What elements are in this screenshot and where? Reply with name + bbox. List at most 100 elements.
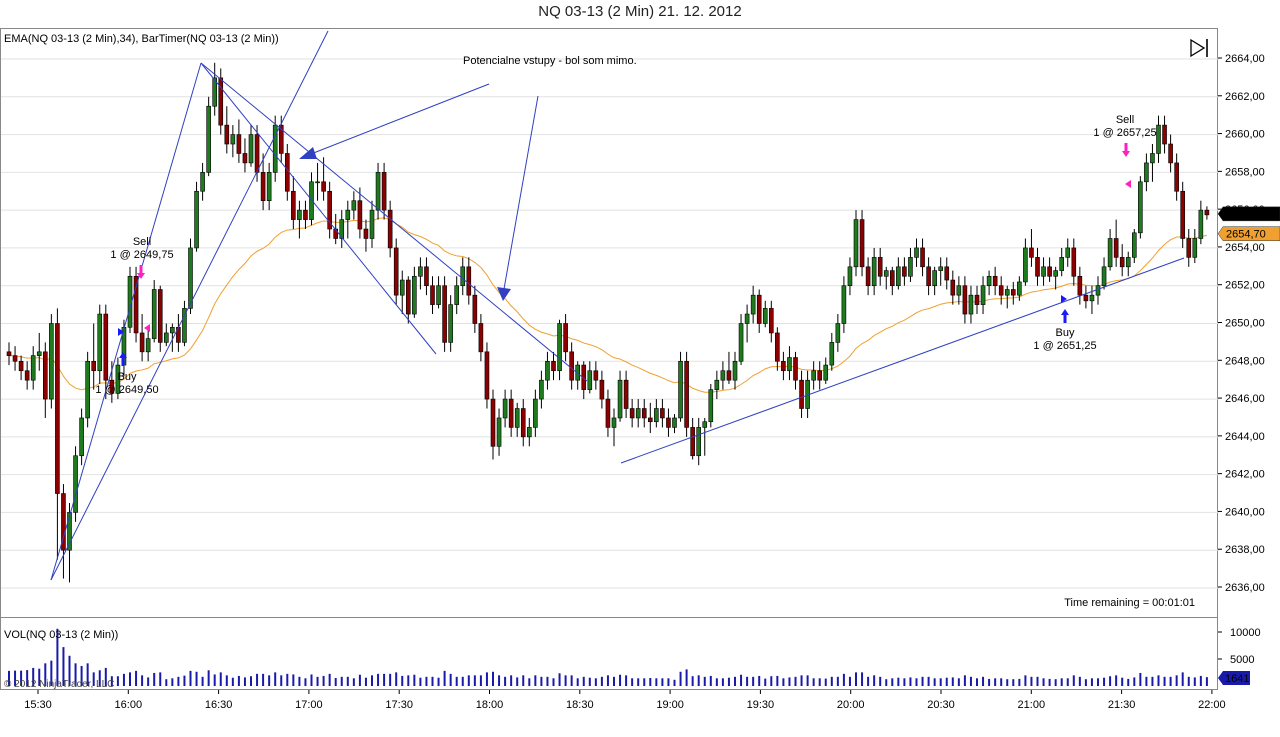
volume-bar [231,677,234,686]
time-tick-label: 18:00 [476,699,504,711]
volume-bar [304,678,307,686]
volume-bar [455,676,458,686]
volume-bar [1205,677,1208,686]
volume-bar [885,679,888,686]
trade-side: Buy [117,371,137,383]
candle-body [55,323,60,494]
candle-body [1010,289,1016,296]
price-tick-label: 2648,00 [1225,355,1265,367]
candle-body [551,360,556,372]
candle-body [291,190,296,220]
candle-body [756,294,762,324]
candle-body [1107,238,1113,268]
volume-axis[interactable]: 10000 5000 1641 [1218,618,1280,690]
volume-bar [26,670,29,686]
volume-bar [322,675,325,686]
volume-bar [92,672,95,686]
candle-body [684,360,689,428]
candle-body [224,124,230,145]
candle-body [1004,289,1010,296]
price-plot[interactable] [1,29,1219,619]
copyright-text: © 2012 NinjaTrader, LLC [4,679,115,690]
volume-bar [951,677,954,686]
volume-bar [171,678,174,686]
collapse-panel-icon[interactable] [1189,37,1211,59]
candle-body [424,266,429,287]
volume-bar [540,676,543,686]
volume-bar [1097,678,1099,686]
volume-bar [564,675,567,686]
candle-body [799,379,804,409]
candle-body [508,398,514,428]
execution-marker [1061,295,1067,303]
candle-body [393,247,399,296]
candle-body [109,379,115,394]
volume-bar [122,673,125,686]
volume-bar [479,675,482,686]
candle-body [460,266,466,287]
candle-body [97,313,103,372]
volume-bar [909,677,912,686]
candle-body [170,326,175,334]
candle-body [1083,294,1089,302]
candle-body [272,124,278,173]
volume-bar [135,670,138,686]
time-axis[interactable]: 15:30 16:00 16:30 17:00 17:30 18:00 18:30 19:00… [0,690,1226,737]
volume-panel[interactable]: VOL(NQ 03-13 (2 Min)) © 2012 NinjaTrader… [0,618,1218,690]
candle-body [962,285,968,315]
volume-bar [818,678,821,686]
volume-bar [383,673,386,686]
volume-bar [183,675,186,686]
candle-body [726,370,732,381]
volume-bar [371,675,373,686]
time-tick-label: 16:00 [115,699,143,711]
price-axis[interactable]: 2636,00 2638,00 2640,00 2642,00 2644,00 2646,… [1217,28,1280,618]
candle-body [647,417,653,423]
indicators-label: EMA(NQ 03-13 (2 Min),34), BarTimer(NQ 03… [4,33,279,45]
candle-body [115,364,121,394]
candle-body [1174,162,1179,192]
volume-bar [994,678,997,686]
volume-bar [740,674,743,686]
volume-bar [1024,675,1027,686]
candle-body [823,364,829,381]
volume-bar [927,676,930,686]
candle-body [1029,247,1034,258]
candle-body [738,323,744,362]
volume-bar [619,674,622,686]
volume-bar [74,663,77,686]
candle-body [605,398,611,428]
volume-bar [346,676,349,686]
price-panel[interactable]: EMA(NQ 03-13 (2 Min),34), BarTimer(NQ 03… [0,28,1219,619]
trade-detail: 1 @ 2649,50 [95,384,159,396]
volume-bar [1115,675,1118,686]
candle-body [242,153,248,164]
candle-body [381,172,387,211]
volume-bar [443,670,446,686]
candle-body [466,266,472,296]
candle-body [641,408,647,419]
volume-bar [237,675,240,686]
candle-body [339,219,345,239]
volume-bar [340,676,343,686]
volume-bar [98,670,101,686]
volume-bar [806,675,809,686]
volume-bar [727,677,730,686]
candle-body [1186,238,1192,258]
candle-body [732,360,738,381]
volume-bar [776,675,779,686]
volume-bar [606,675,609,686]
candle-body [980,285,986,305]
volume-bar [419,677,422,686]
trade-detail: 1 @ 2649,75 [110,249,174,261]
annotation-arrow-line [503,95,539,290]
trendline [200,62,588,382]
volume-bar [1036,676,1039,686]
candle-body [42,351,48,400]
candle-body [442,285,447,343]
volume-bar [498,675,501,686]
candle-body [357,200,363,230]
candle-body [145,338,151,353]
time-tick-label: 18:30 [566,699,594,711]
volume-plot[interactable] [1,618,1219,690]
